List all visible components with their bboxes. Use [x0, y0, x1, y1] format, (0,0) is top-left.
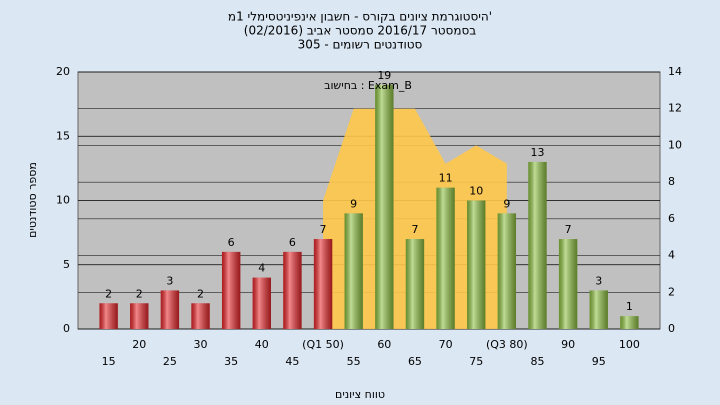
- x-axis-label: טווח ציונים: [335, 388, 385, 401]
- value-label: 7: [565, 223, 572, 236]
- value-label: 13: [530, 146, 544, 159]
- x-tick-label: 15: [102, 355, 116, 368]
- bar-shade: [252, 277, 271, 329]
- bar-shade: [221, 251, 241, 329]
- x-tick-label: 75: [469, 355, 483, 368]
- y2-tick-label: 0: [668, 322, 675, 335]
- value-label: 9: [503, 197, 510, 210]
- x-tick-label: 85: [530, 355, 544, 368]
- title-line: בסמסטר 2016/17 סמסטר אביב (02/2016): [244, 24, 476, 38]
- title-line: היסטוגרמת ציונים בקורס - חשבון אינפיניטס…: [228, 10, 492, 24]
- bar-shade: [191, 303, 210, 329]
- y2-tick-label: 6: [668, 212, 675, 225]
- value-label: 6: [289, 236, 296, 249]
- y-tick-label: 10: [56, 194, 70, 207]
- bar-shade: [375, 84, 394, 329]
- x-tick-label: (Q3 80): [486, 338, 528, 351]
- y2-tick-label: 8: [668, 175, 675, 188]
- x-tick-label: 25: [163, 355, 177, 368]
- x-tick-label: 45: [285, 355, 299, 368]
- x-tick-label: 95: [592, 355, 606, 368]
- value-label: 2: [105, 287, 112, 300]
- value-label: 19: [377, 69, 391, 82]
- y2-tick-label: 4: [668, 249, 675, 262]
- value-label: 2: [136, 287, 143, 300]
- y-tick-label: 0: [63, 322, 70, 335]
- x-tick-label: 100: [619, 338, 640, 351]
- x-tick-label: 60: [377, 338, 391, 351]
- y-tick-label: 5: [63, 258, 70, 271]
- bar-shade: [497, 213, 517, 329]
- bar-shade: [436, 187, 455, 329]
- value-label: 9: [350, 197, 357, 210]
- bar-shade: [528, 161, 547, 329]
- title-line: סטודנטים רשומים - 305: [298, 38, 423, 52]
- bar-shade: [589, 290, 608, 329]
- x-tick-label: 55: [347, 355, 361, 368]
- bar-shade: [160, 290, 180, 329]
- bar-shade: [620, 316, 639, 329]
- x-tick-label: 90: [561, 338, 575, 351]
- value-label: 3: [595, 274, 602, 287]
- y2-tick-label: 14: [668, 65, 682, 78]
- y2-tick-label: 2: [668, 285, 675, 298]
- annotation: בחישוב : Exam_B: [324, 79, 412, 92]
- value-label: 4: [258, 262, 265, 275]
- value-label: 6: [228, 236, 235, 249]
- value-label: 10: [469, 185, 483, 198]
- x-tick-label: 35: [224, 355, 238, 368]
- value-label: 1: [626, 300, 633, 313]
- bar-shade: [467, 200, 486, 329]
- x-tick-label: 40: [255, 338, 269, 351]
- y-axis-label: מספר סטודנטים: [26, 162, 39, 238]
- x-tick-label: 65: [408, 355, 422, 368]
- bar-shade: [558, 239, 578, 329]
- x-tick-label: (Q1 50): [302, 338, 344, 351]
- y-tick-label: 20: [56, 65, 70, 78]
- x-tick-label: 30: [194, 338, 208, 351]
- area: [323, 108, 507, 329]
- y2-tick-label: 12: [668, 102, 682, 115]
- value-label: 7: [320, 223, 327, 236]
- y2-tick-label: 10: [668, 138, 682, 151]
- bar-shade: [405, 239, 425, 329]
- x-tick-label: 70: [439, 338, 453, 351]
- value-label: 7: [411, 223, 418, 236]
- bar-shade: [313, 239, 333, 329]
- value-label: 2: [197, 287, 204, 300]
- bar-shade: [344, 213, 363, 329]
- x-tick-label: 20: [132, 338, 146, 351]
- value-label: 11: [439, 172, 453, 185]
- bar-shade: [130, 303, 149, 329]
- bar-shade: [99, 303, 118, 329]
- y-tick-label: 15: [56, 129, 70, 142]
- value-label: 3: [166, 274, 173, 287]
- bar-shade: [283, 251, 302, 329]
